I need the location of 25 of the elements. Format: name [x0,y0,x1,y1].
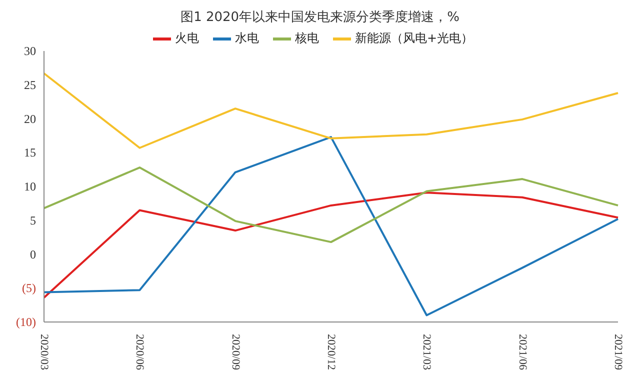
line-series [43,72,619,149]
legend-label: 火电 [174,30,199,47]
x-tick-label: 2020/03 [38,334,50,371]
x-tick-label: 2021/03 [420,334,433,371]
x-tick-label: 2020/06 [134,334,146,371]
y-tick-label: 10 [24,180,36,194]
y-tick-label: 20 [24,112,36,126]
y-tick-label: 25 [24,78,36,92]
x-tick-label: 2020/09 [229,334,242,371]
y-tick-label: 30 [24,44,36,58]
x-tick-label: 2021/09 [612,334,624,371]
line-series [43,166,619,244]
y-tick-label: 5 [30,213,36,228]
line-series [43,192,619,299]
y-tick-label: (5) [22,281,36,296]
x-tick-label: 2020/12 [325,334,337,370]
y-tick-label: 15 [24,146,36,160]
line-series [43,136,619,316]
chart-title: 图1 2020年以来中国发电来源分类季度增速，% [180,9,460,27]
legend-label: 水电 [234,30,259,47]
legend-label: 核电 [294,30,319,47]
y-tick-label: (10) [16,315,36,329]
y-tick-label: 0 [30,247,36,262]
legend-label: 新能源（风电+光电） [354,30,474,47]
x-tick-label: 2021/06 [516,334,528,371]
